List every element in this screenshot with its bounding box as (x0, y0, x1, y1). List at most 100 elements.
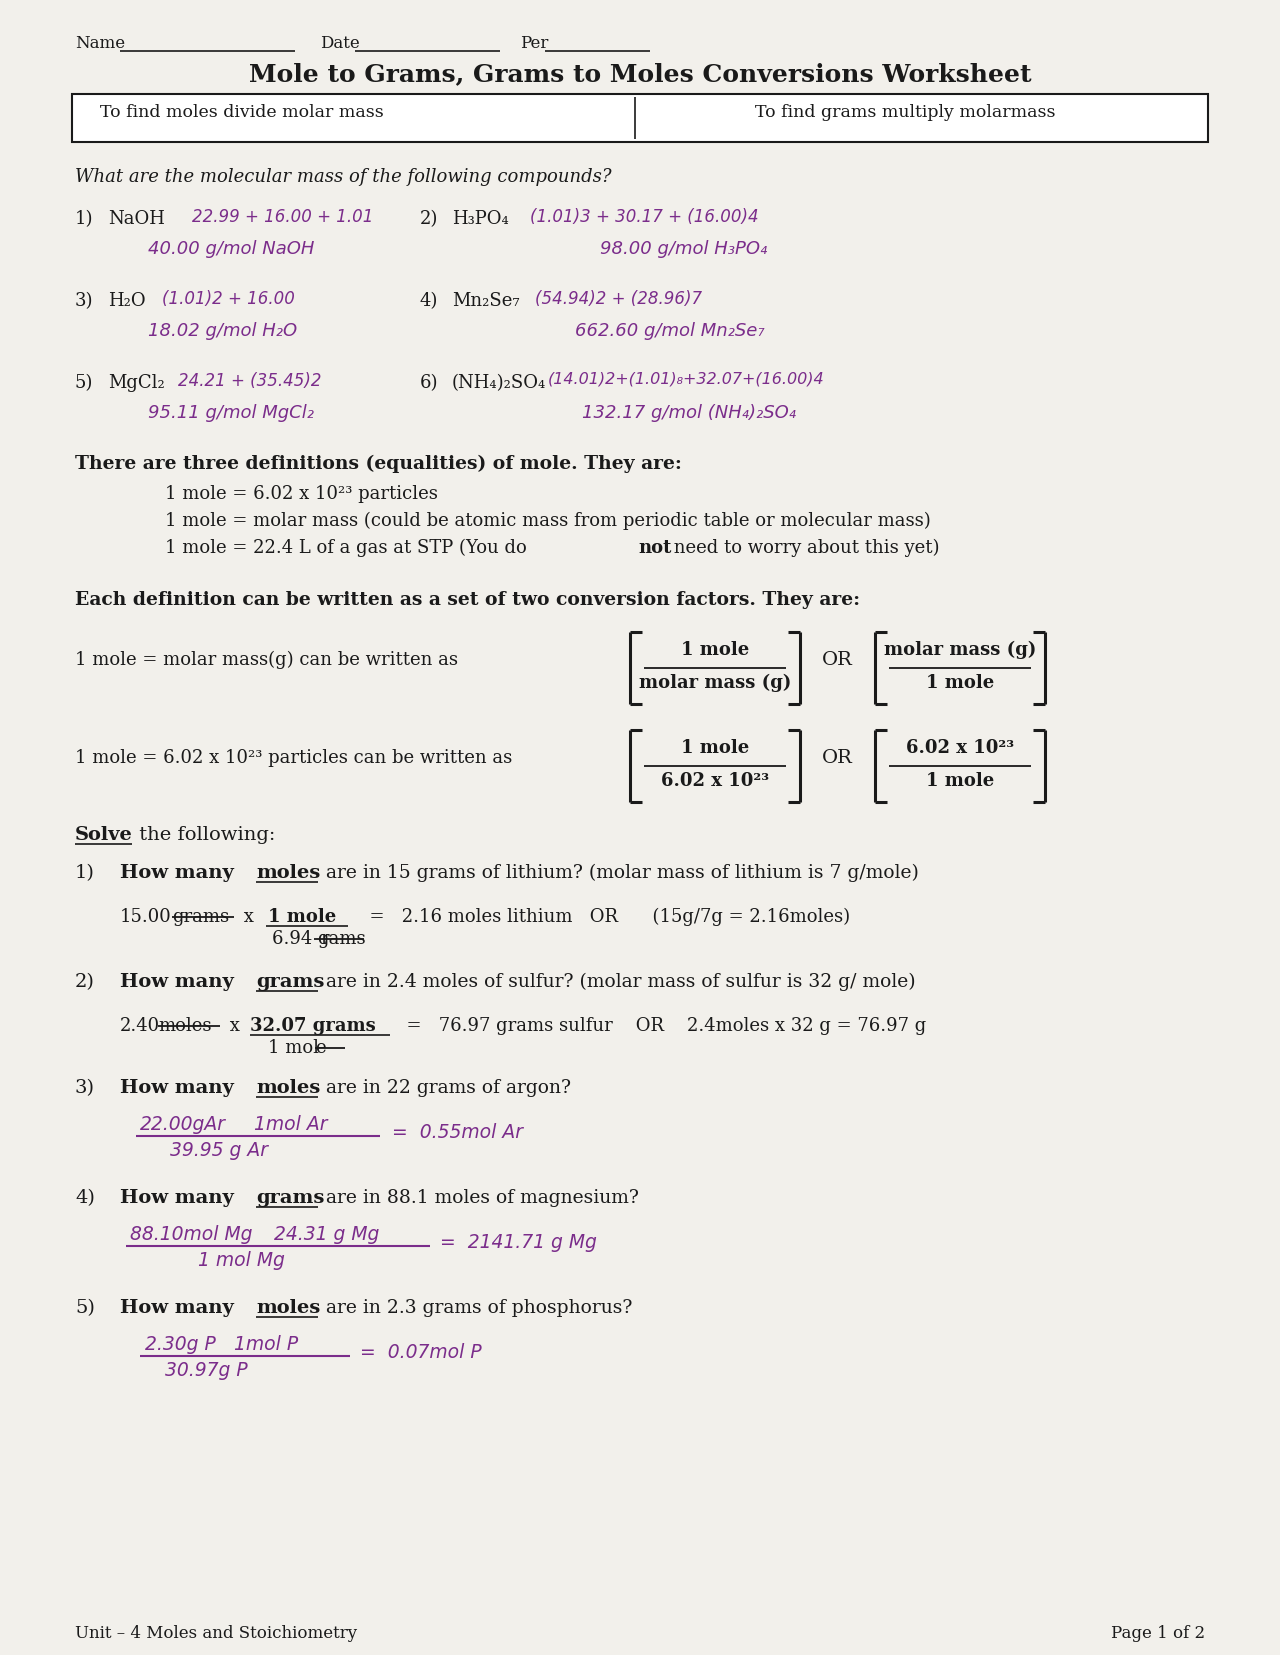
Text: (1.01)3 + 30.17 + (16.00)4: (1.01)3 + 30.17 + (16.00)4 (530, 209, 759, 225)
Text: 6): 6) (420, 374, 439, 392)
Text: Date: Date (320, 35, 360, 51)
Text: 40.00 g/mol NaOH: 40.00 g/mol NaOH (148, 240, 315, 258)
Text: H₃PO₄: H₃PO₄ (452, 210, 508, 228)
Text: What are the molecular mass of the following compounds?: What are the molecular mass of the follo… (76, 167, 612, 185)
Text: 39.95 g Ar: 39.95 g Ar (170, 1140, 268, 1158)
Text: 6.02 x 10²³: 6.02 x 10²³ (660, 771, 769, 789)
Text: H₂O: H₂O (108, 291, 146, 309)
Text: 15.00: 15.00 (120, 907, 172, 925)
Text: 5): 5) (76, 374, 93, 392)
Text: x: x (224, 1016, 251, 1034)
Text: (1.01)2 + 16.00: (1.01)2 + 16.00 (163, 290, 294, 308)
Text: not: not (637, 538, 672, 556)
Text: are in 88.1 moles of magnesium?: are in 88.1 moles of magnesium? (320, 1188, 639, 1206)
Text: 1mol Ar: 1mol Ar (248, 1114, 328, 1134)
Text: need to worry about this yet): need to worry about this yet) (668, 538, 940, 558)
Text: 22.00gAr: 22.00gAr (140, 1114, 227, 1134)
Text: 22.99 + 16.00 + 1.01: 22.99 + 16.00 + 1.01 (192, 209, 374, 225)
Text: (14.01)2+(1.01)₈+32.07+(16.00)4: (14.01)2+(1.01)₈+32.07+(16.00)4 (548, 372, 824, 387)
Text: =   2.16 moles lithium   OR      (15g/7g = 2.16moles): = 2.16 moles lithium OR (15g/7g = 2.16mo… (358, 907, 850, 925)
Text: 1 mol: 1 mol (268, 1038, 319, 1056)
Text: rams: rams (320, 930, 366, 947)
Text: grams: grams (256, 1188, 324, 1206)
Text: 6.94 g: 6.94 g (273, 930, 329, 947)
Text: the following:: the following: (133, 826, 275, 844)
FancyBboxPatch shape (72, 94, 1208, 142)
Text: are in 2.3 grams of phosphorus?: are in 2.3 grams of phosphorus? (320, 1298, 632, 1316)
Text: 1): 1) (76, 864, 95, 882)
Text: e: e (315, 1038, 325, 1056)
Text: 30.97g P: 30.97g P (165, 1360, 247, 1379)
Text: 5): 5) (76, 1298, 95, 1316)
Text: How many: How many (120, 1079, 241, 1096)
Text: 2.30g P: 2.30g P (145, 1334, 216, 1354)
Text: =  0.55mol Ar: = 0.55mol Ar (392, 1122, 524, 1142)
Text: How many: How many (120, 1298, 241, 1316)
Text: 132.17 g/mol (NH₄)₂SO₄: 132.17 g/mol (NH₄)₂SO₄ (582, 404, 796, 422)
Text: 1mol P: 1mol P (228, 1334, 298, 1354)
Text: OR: OR (822, 748, 852, 766)
Text: 3): 3) (76, 1079, 95, 1096)
Text: 24.21 + (35.45)2: 24.21 + (35.45)2 (178, 372, 321, 391)
Text: 1 mole = 6.02 x 10²³ particles: 1 mole = 6.02 x 10²³ particles (165, 485, 438, 503)
Text: 1 mole = molar mass (could be atomic mass from periodic table or molecular mass): 1 mole = molar mass (could be atomic mas… (165, 511, 931, 530)
Text: 1 mole: 1 mole (681, 738, 749, 756)
Text: 2.40: 2.40 (120, 1016, 160, 1034)
Text: 4): 4) (420, 291, 438, 309)
Text: 95.11 g/mol MgCl₂: 95.11 g/mol MgCl₂ (148, 404, 314, 422)
Text: are in 22 grams of argon?: are in 22 grams of argon? (320, 1079, 571, 1096)
Text: 4): 4) (76, 1188, 95, 1206)
Text: molar mass (g): molar mass (g) (883, 640, 1037, 659)
Text: Name: Name (76, 35, 125, 51)
Text: =   76.97 grams sulfur    OR    2.4moles x 32 g = 76.97 g: = 76.97 grams sulfur OR 2.4moles x 32 g … (396, 1016, 927, 1034)
Text: 1 mol Mg: 1 mol Mg (198, 1250, 285, 1269)
Text: are in 15 grams of lithium? (molar mass of lithium is 7 g/mole): are in 15 grams of lithium? (molar mass … (320, 864, 919, 882)
Text: 1 mole: 1 mole (681, 640, 749, 659)
Text: 88.10mol Mg: 88.10mol Mg (131, 1225, 252, 1243)
Text: =  0.07mol P: = 0.07mol P (360, 1342, 481, 1360)
Text: moles: moles (256, 1079, 320, 1096)
Text: 6.02 x 10²³: 6.02 x 10²³ (906, 738, 1014, 756)
Text: grams: grams (256, 973, 324, 990)
Text: 1 mole = molar mass(g) can be written as: 1 mole = molar mass(g) can be written as (76, 650, 458, 669)
Text: 1 mole: 1 mole (925, 771, 995, 789)
Text: 3): 3) (76, 291, 93, 309)
Text: NaOH: NaOH (108, 210, 165, 228)
Text: 662.60 g/mol Mn₂Se₇: 662.60 g/mol Mn₂Se₇ (575, 321, 764, 339)
Text: There are three definitions (equalities) of mole. They are:: There are three definitions (equalities)… (76, 455, 682, 473)
Text: Unit – 4 Moles and Stoichiometry: Unit – 4 Moles and Stoichiometry (76, 1624, 357, 1642)
Text: Per: Per (520, 35, 548, 51)
Text: 2): 2) (76, 973, 95, 990)
Text: Mole to Grams, Grams to Moles Conversions Worksheet: Mole to Grams, Grams to Moles Conversion… (248, 61, 1032, 86)
Text: 1 mole = 22.4 L of a gas at STP (You do: 1 mole = 22.4 L of a gas at STP (You do (165, 538, 532, 558)
Text: grams: grams (172, 907, 229, 925)
Text: (NH₄)₂SO₄: (NH₄)₂SO₄ (452, 374, 547, 392)
Text: To find moles divide molar mass: To find moles divide molar mass (100, 104, 384, 121)
Text: 32.07 grams: 32.07 grams (250, 1016, 376, 1034)
Text: 1 mole = 6.02 x 10²³ particles can be written as: 1 mole = 6.02 x 10²³ particles can be wr… (76, 748, 512, 766)
Text: 1): 1) (76, 210, 93, 228)
Text: 98.00 g/mol H₃PO₄: 98.00 g/mol H₃PO₄ (600, 240, 767, 258)
Text: 24.31 g Mg: 24.31 g Mg (268, 1225, 379, 1243)
Text: Solve: Solve (76, 826, 133, 844)
Text: MgCl₂: MgCl₂ (108, 374, 165, 392)
Text: moles: moles (157, 1016, 211, 1034)
Text: moles: moles (256, 1298, 320, 1316)
Text: Page 1 of 2: Page 1 of 2 (1111, 1624, 1204, 1642)
Text: Each definition can be written as a set of two conversion factors. They are:: Each definition can be written as a set … (76, 591, 860, 609)
Text: are in 2.4 moles of sulfur? (molar mass of sulfur is 32 g/ mole): are in 2.4 moles of sulfur? (molar mass … (320, 973, 915, 991)
Text: 1 mole: 1 mole (268, 907, 337, 925)
Text: OR: OR (822, 650, 852, 669)
Text: =  2141.71 g Mg: = 2141.71 g Mg (440, 1233, 596, 1251)
Text: How many: How many (120, 864, 241, 882)
Text: How many: How many (120, 1188, 241, 1206)
Text: Mn₂Se₇: Mn₂Se₇ (452, 291, 520, 309)
Text: To find grams multiply molarmass: To find grams multiply molarmass (755, 104, 1056, 121)
Text: How many: How many (120, 973, 241, 990)
Text: x: x (238, 907, 265, 925)
Text: 2): 2) (420, 210, 438, 228)
Text: (54.94)2 + (28.96)7: (54.94)2 + (28.96)7 (535, 290, 703, 308)
Text: molar mass (g): molar mass (g) (639, 674, 791, 692)
Text: 1 mole: 1 mole (925, 674, 995, 692)
Text: 18.02 g/mol H₂O: 18.02 g/mol H₂O (148, 321, 297, 339)
